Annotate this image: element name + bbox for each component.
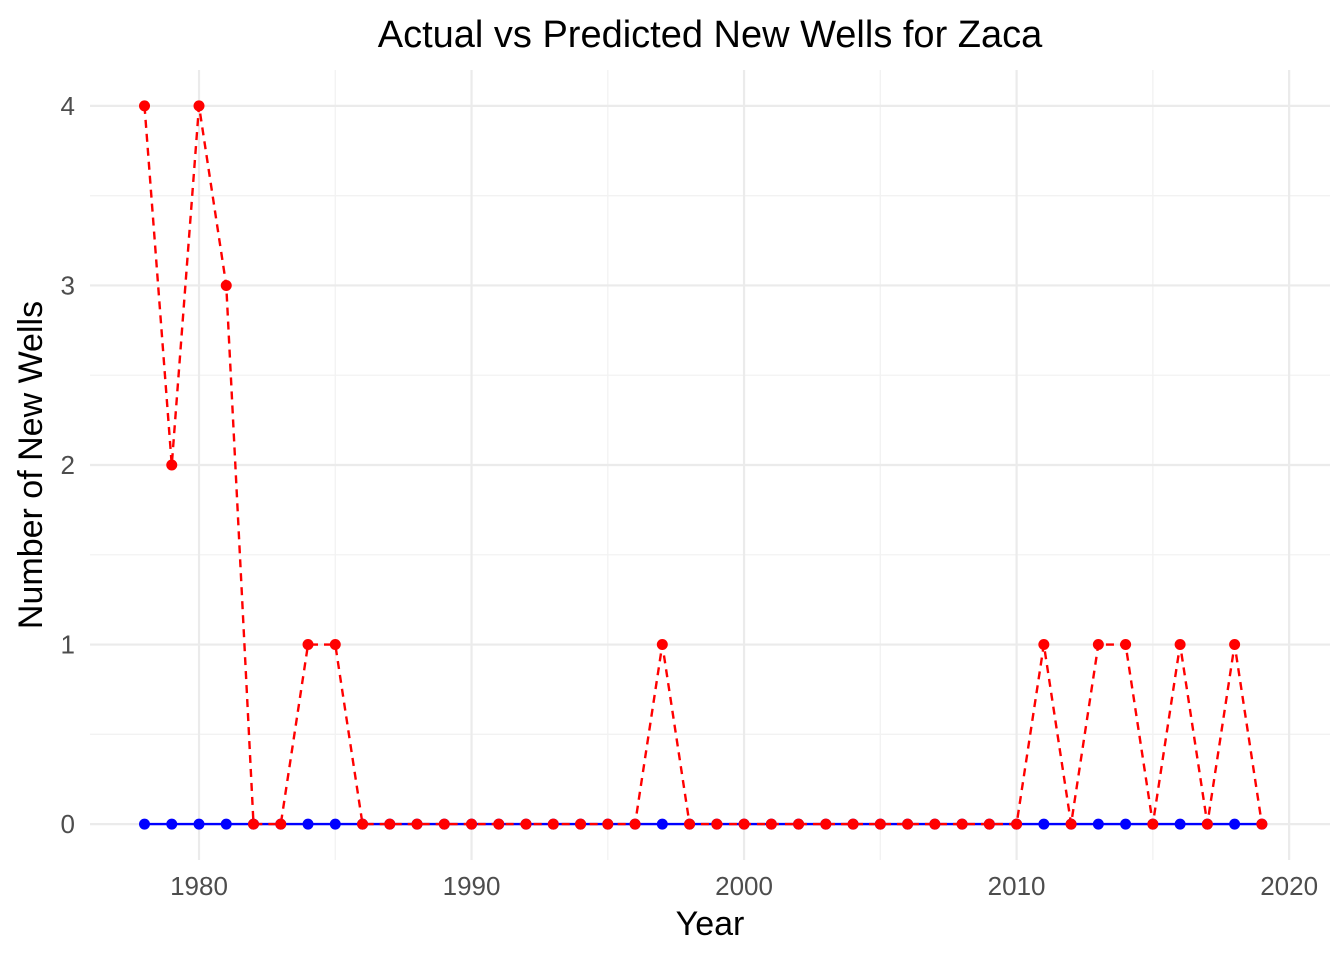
- series-2-point: [1120, 639, 1132, 651]
- series-2-point: [874, 818, 886, 830]
- series-2-point: [1038, 639, 1050, 651]
- series-2-point: [220, 279, 232, 291]
- series-1-point: [139, 818, 151, 830]
- series-2-point: [493, 818, 505, 830]
- series-1-point: [166, 818, 178, 830]
- series-1-point: [193, 818, 205, 830]
- major-gridlines: [90, 70, 1330, 860]
- series-2-point: [929, 818, 941, 830]
- series-2-point: [847, 818, 859, 830]
- tick-labels: 1980 1990 2000 2010 2020 0 1 2 3 4: [61, 91, 1319, 901]
- series-2-point: [711, 818, 723, 830]
- y-tick-label: 2: [61, 450, 75, 480]
- series-2-point: [139, 100, 151, 112]
- series-2-point: [1256, 818, 1268, 830]
- series-2-point: [956, 818, 968, 830]
- series-2-point: [1229, 639, 1241, 651]
- series-2-point: [656, 639, 668, 651]
- series-1-point: [1038, 818, 1050, 830]
- series-2-point: [248, 818, 260, 830]
- series-2-point: [329, 639, 341, 651]
- series-2-point: [765, 818, 777, 830]
- series-2-point: [166, 459, 178, 471]
- x-tick-label: 2000: [715, 871, 773, 901]
- series-2-point: [302, 639, 314, 651]
- series-2-point: [684, 818, 696, 830]
- series-2-point: [547, 818, 559, 830]
- series-1-point: [656, 818, 668, 830]
- series-1-point: [1120, 818, 1132, 830]
- minor-gridlines: [90, 70, 1330, 860]
- series-2-point: [983, 818, 995, 830]
- chart-title: Actual vs Predicted New Wells for Zaca: [378, 14, 1043, 56]
- series-2-point: [193, 100, 205, 112]
- series-2-point: [411, 818, 423, 830]
- series-1-point: [1229, 818, 1241, 830]
- x-tick-label: 1990: [443, 871, 501, 901]
- x-tick-label: 2020: [1260, 871, 1318, 901]
- series-2-point: [438, 818, 450, 830]
- y-tick-label: 0: [61, 809, 75, 839]
- series-1-point: [302, 818, 314, 830]
- series-2-point: [1201, 818, 1213, 830]
- series-2-point: [1011, 818, 1023, 830]
- series-2-point: [1174, 639, 1186, 651]
- series-2-point: [1092, 639, 1104, 651]
- y-tick-label: 4: [61, 91, 75, 121]
- series-1-point: [1174, 818, 1186, 830]
- series-2-point: [1065, 818, 1077, 830]
- series-2-point: [602, 818, 614, 830]
- series-1-point: [329, 818, 341, 830]
- x-axis-title: Year: [676, 905, 745, 943]
- y-tick-label: 3: [61, 270, 75, 300]
- x-tick-label: 2010: [988, 871, 1046, 901]
- series-2-point: [1147, 818, 1159, 830]
- series-layer: [139, 100, 1268, 830]
- series-2-point: [466, 818, 478, 830]
- series-2-point: [357, 818, 369, 830]
- series-2-point: [738, 818, 750, 830]
- series-2-point: [275, 818, 287, 830]
- y-tick-label: 1: [61, 630, 75, 660]
- x-tick-label: 1980: [170, 871, 228, 901]
- y-axis-title: Number of New Wells: [12, 301, 50, 629]
- series-2-point: [575, 818, 587, 830]
- series-2-point: [520, 818, 532, 830]
- series-2-point: [629, 818, 641, 830]
- series-2-point: [902, 818, 914, 830]
- series-2-point: [793, 818, 805, 830]
- series-2-point: [820, 818, 832, 830]
- series-2-point: [384, 818, 396, 830]
- series-1-point: [220, 818, 232, 830]
- series-1-point: [1092, 818, 1104, 830]
